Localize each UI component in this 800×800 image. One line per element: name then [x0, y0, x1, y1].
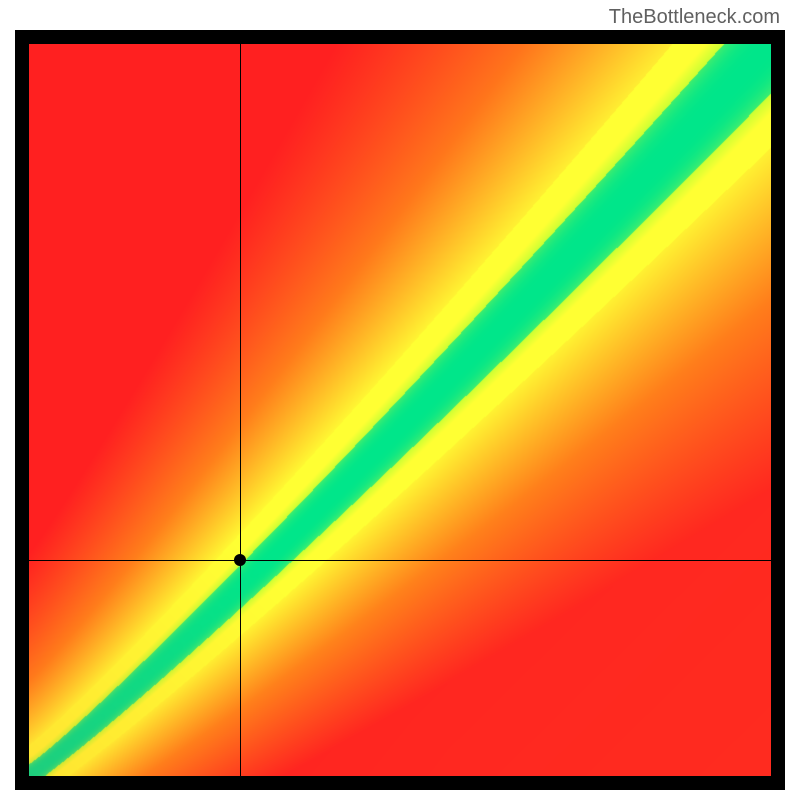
data-point-marker [234, 554, 246, 566]
plot-area [29, 44, 771, 776]
crosshair-horizontal [29, 560, 771, 561]
heatmap-canvas [29, 44, 771, 776]
chart-container: TheBottleneck.com [0, 0, 800, 800]
crosshair-vertical [240, 44, 241, 776]
watermark-text: TheBottleneck.com [609, 6, 780, 29]
